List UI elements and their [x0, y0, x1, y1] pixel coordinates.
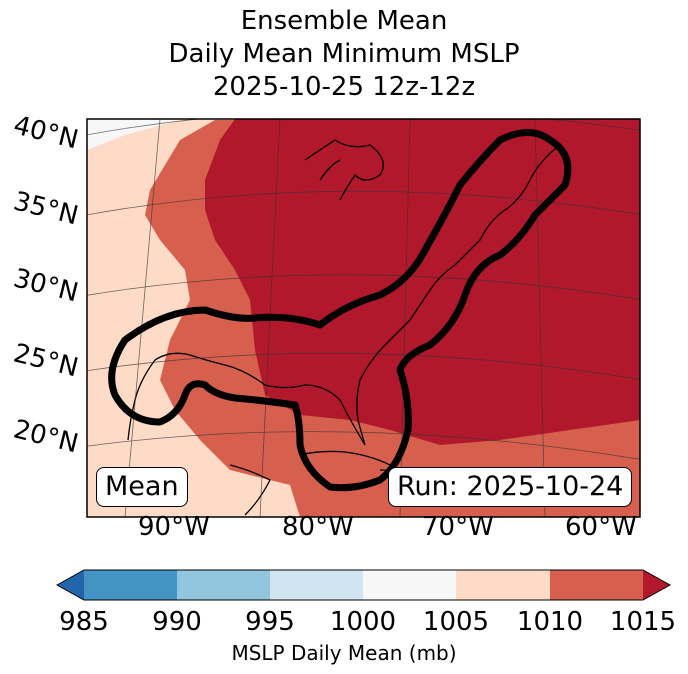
- colorbar-tick-985: 985: [59, 607, 109, 637]
- lon-label-80: 80°W: [282, 512, 354, 542]
- colorbar-under-arrow: [57, 570, 84, 600]
- pressure-field: [87, 119, 640, 517]
- colorbar-tick-990: 990: [152, 607, 202, 637]
- colorbar-bin-995: [270, 570, 363, 600]
- lon-label-60: 60°W: [565, 512, 637, 542]
- coastline-east: [356, 144, 561, 446]
- colorbar-tick-1005: 1005: [422, 607, 490, 637]
- colorbar-tick-995: 995: [245, 607, 295, 637]
- colorbar-over-arrow: [643, 570, 670, 600]
- map-frame: [86, 118, 641, 518]
- coastline-lakes: [304, 139, 384, 201]
- colorbar-bin-985: [84, 570, 177, 600]
- colorbar-tick-1010: 1010: [516, 607, 584, 637]
- colorbar-bin-1010: [550, 570, 643, 600]
- colorbar-tick-1000: 1000: [329, 607, 397, 637]
- colorbar-bin-990: [177, 570, 270, 600]
- colorbar-label: MSLP Daily Mean (mb): [231, 641, 457, 665]
- colorbar-bin-1000: [363, 570, 456, 600]
- colorbar-bin-1005: [456, 570, 550, 600]
- title-line-1: Ensemble Mean: [240, 6, 448, 36]
- coastline-gulf: [127, 352, 366, 446]
- colorbar-outline: [55, 569, 672, 601]
- colorbar-tick-1015: 1015: [609, 607, 677, 637]
- title-line-2: Daily Mean Minimum MSLP: [168, 39, 520, 69]
- run-date-box: Run: 2025-10-24: [388, 467, 633, 507]
- ensemble-contour: [108, 129, 572, 492]
- lon-label-70: 70°W: [422, 512, 494, 542]
- title-line-3: 2025-10-25 12z-12z: [212, 72, 476, 102]
- lon-label-90: 90°W: [138, 512, 210, 542]
- mean-label-box: Mean: [96, 467, 188, 507]
